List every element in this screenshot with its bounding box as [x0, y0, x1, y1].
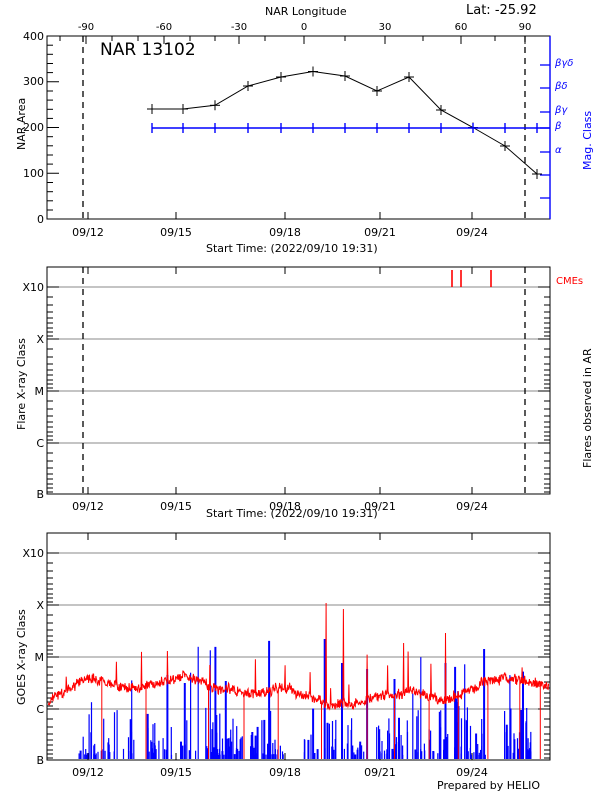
mag-class-markers [151, 123, 538, 133]
svg-text:09/12: 09/12 [72, 500, 104, 512]
middle-panel-x-ticklabels: 09/12 09/15 09/18 09/21 09/24 [72, 500, 488, 512]
svg-text:-90: -90 [78, 22, 94, 33]
mag-class-label-bd: βδ [555, 81, 568, 92]
svg-text:09/15: 09/15 [160, 766, 192, 778]
svg-text:09/21: 09/21 [364, 500, 396, 512]
bottom-panel-y-ticks-right [538, 552, 550, 759]
svg-text:X: X [36, 599, 44, 612]
top-panel-x-ticks [87, 212, 473, 219]
bottom-panel-y-ticklabels: X10 X M C B [22, 547, 44, 767]
svg-text:0: 0 [37, 213, 44, 226]
top-panel-top-ticks [59, 36, 526, 44]
svg-text:09/21: 09/21 [364, 226, 396, 239]
mag-class-label-b: β [555, 121, 562, 132]
svg-text:200: 200 [23, 121, 44, 134]
svg-text:-30: -30 [231, 22, 247, 33]
svg-text:X: X [36, 333, 44, 346]
svg-text:0: 0 [301, 22, 307, 33]
middle-panel-x-ticks [87, 267, 473, 494]
svg-text:09/18: 09/18 [269, 766, 301, 778]
region-title: NAR 13102 [100, 40, 196, 60]
svg-text:400: 400 [23, 30, 44, 43]
nar-area-markers [147, 66, 542, 179]
goes-short-channel [78, 639, 532, 759]
svg-text:X10: X10 [22, 547, 44, 560]
svg-text:100: 100 [23, 167, 44, 180]
svg-text:09/24: 09/24 [456, 226, 488, 239]
latitude-label: Lat: -25.92 [466, 3, 537, 18]
svg-text:M: M [35, 651, 45, 664]
svg-text:90: 90 [519, 22, 532, 33]
top-panel-y-ticks [47, 35, 59, 220]
mag-class-label-bg: βγ [555, 105, 568, 116]
svg-text:09/12: 09/12 [72, 766, 104, 778]
svg-text:300: 300 [23, 75, 44, 88]
top-panel-x-ticklabels: 09/12 09/15 09/18 09/21 09/24 [72, 226, 488, 239]
goes-traces [48, 602, 549, 759]
middle-panel-frame [46, 266, 551, 495]
svg-text:09/21: 09/21 [364, 766, 396, 778]
mag-class-ticks [540, 64, 550, 199]
svg-text:C: C [36, 437, 44, 450]
top-axis-ticklabels: -90 -60 -30 0 30 60 90 [78, 22, 532, 33]
svg-text:09/12: 09/12 [72, 226, 104, 239]
prepared-by-label: Prepared by HELIO [437, 779, 540, 792]
svg-text:B: B [36, 488, 44, 501]
bottom-panel-frame [46, 532, 551, 761]
svg-text:09/24: 09/24 [456, 766, 488, 778]
svg-text:60: 60 [455, 22, 468, 33]
svg-text:09/24: 09/24 [456, 500, 488, 512]
svg-text:09/15: 09/15 [160, 226, 192, 239]
top-panel-y-ticklabels: 0 100 200 300 400 [23, 30, 44, 226]
middle-panel-y-ticks-right [538, 286, 550, 493]
svg-text:C: C [36, 703, 44, 716]
top-panel-plot: -90 -60 -30 0 30 60 90 [23, 22, 551, 239]
cmes-label: CMEs [556, 276, 584, 287]
top-panel-xlabel: Start Time: (2022/09/10 19:31) [206, 242, 378, 255]
middle-panel-xlabel: Start Time: (2022/09/10 19:31) [206, 507, 378, 520]
svg-text:M: M [35, 385, 45, 398]
bottom-panel-y-ticks [47, 552, 59, 761]
svg-text:09/15: 09/15 [160, 500, 192, 512]
top-axis-title: NAR Longitude [265, 5, 347, 18]
nar-area-series [152, 70, 538, 175]
bottom-panel-x-ticklabels: 09/12 09/15 09/18 09/21 09/24 [72, 766, 488, 778]
bottom-panel-plot: X10 X M C B 09/12 09/15 09/18 09/21 09/24 [22, 532, 551, 778]
goes-long-channel [48, 602, 549, 759]
svg-text:B: B [36, 754, 44, 767]
middle-panel-plot: X10 X M C B 09/12 09/15 09/18 09/21 09/24 [22, 266, 551, 512]
svg-text:X10: X10 [22, 281, 44, 294]
svg-text:09/18: 09/18 [269, 500, 301, 512]
cme-markers [451, 270, 492, 287]
mag-class-label-a: α [555, 145, 562, 156]
middle-panel-y-ticklabels: X10 X M C B [22, 281, 44, 501]
svg-text:30: 30 [379, 22, 392, 33]
mag-class-label-bgd: βγδ [555, 58, 574, 69]
middle-panel-y-ticks [47, 286, 59, 495]
svg-text:-60: -60 [156, 22, 172, 33]
svg-text:09/18: 09/18 [269, 226, 301, 239]
